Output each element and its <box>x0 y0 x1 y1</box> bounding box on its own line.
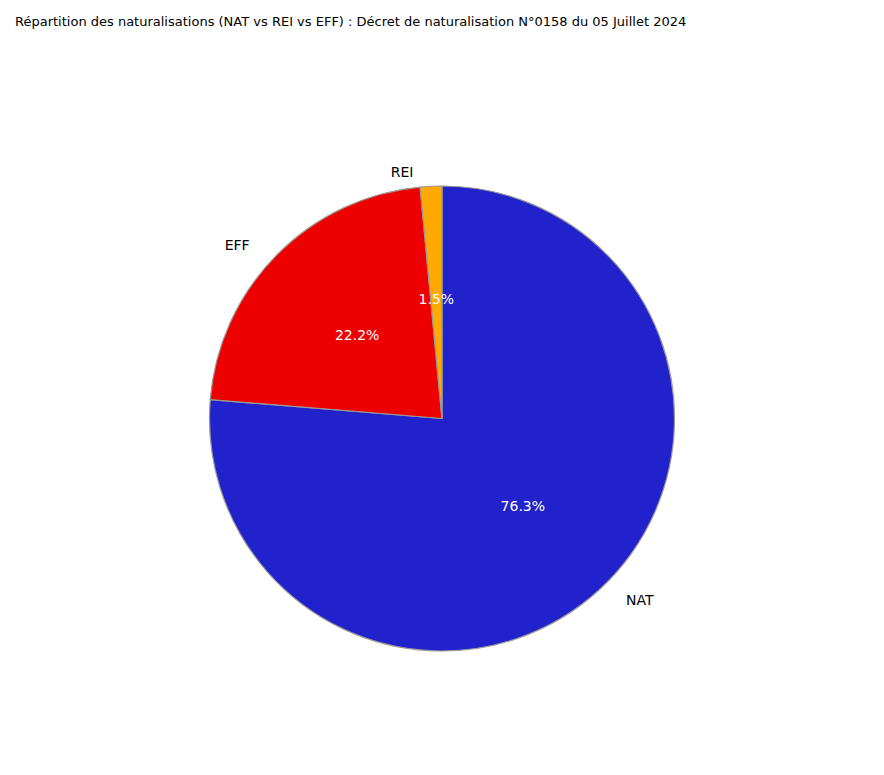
svg-text:1.5%: 1.5% <box>419 291 455 307</box>
svg-text:REI: REI <box>391 164 414 180</box>
svg-text:NAT: NAT <box>626 592 654 608</box>
svg-text:EFF: EFF <box>225 237 250 253</box>
svg-text:22.2%: 22.2% <box>335 327 379 343</box>
svg-text:Répartition des naturalisation: Répartition des naturalisations (NAT vs … <box>15 14 686 29</box>
svg-text:76.3%: 76.3% <box>501 498 545 514</box>
